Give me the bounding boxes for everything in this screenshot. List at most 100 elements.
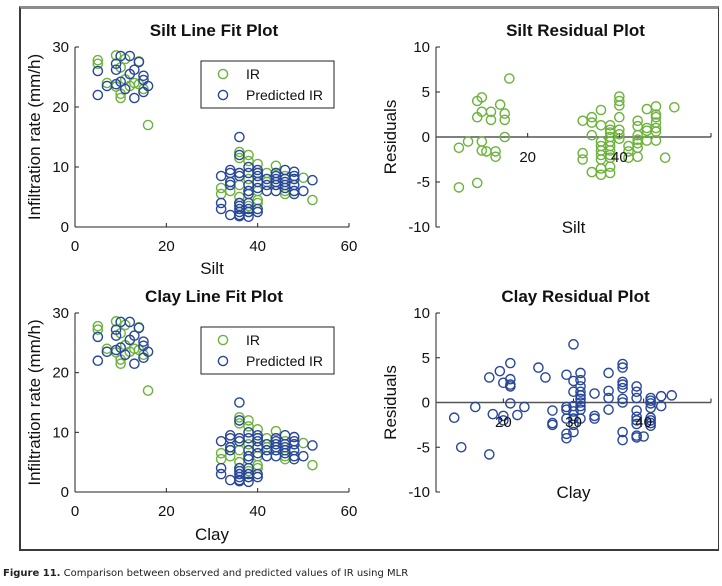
clay-residual-point-residuals bbox=[617, 379, 628, 390]
silt-line-fit-point-predicted-ir bbox=[224, 164, 236, 176]
silt-residual-point-residuals bbox=[476, 92, 488, 103]
clay-residual-point-residuals bbox=[568, 406, 579, 417]
clay-line-fit-point-predicted-ir bbox=[110, 324, 122, 336]
silt-residual-point-residuals bbox=[499, 114, 511, 126]
clay-line-fit-point-predicted-ir bbox=[234, 435, 245, 447]
clay-residual-point-residuals bbox=[575, 386, 586, 398]
clay-line-fit-y-tick-label: 10 bbox=[52, 424, 69, 441]
clay-line-fit-point-predicted-ir bbox=[288, 453, 300, 465]
silt-residual-point-residuals bbox=[499, 108, 511, 119]
clay-residual-point-residuals bbox=[638, 431, 649, 442]
silt-line-fit-y-label: Infiltration rate (mm/h) bbox=[25, 54, 44, 220]
silt-line-fit-point-predicted-ir bbox=[288, 188, 300, 200]
silt-residual-point-residuals bbox=[614, 133, 625, 145]
clay-residual-y-tick-label: -10 bbox=[408, 484, 430, 501]
silt-line-fit-point-ir bbox=[234, 146, 245, 158]
clay-line-fit-x-tick-label: 60 bbox=[341, 503, 358, 520]
clay-residual-point-residuals bbox=[617, 426, 628, 438]
silt-line-fit-point-predicted-ir bbox=[129, 92, 140, 104]
silt-line-fit-point-ir bbox=[298, 172, 309, 184]
silt-residual-x-tick-label: 40 bbox=[611, 149, 628, 166]
silt-residual-point-residuals bbox=[659, 152, 671, 163]
clay-line-fit-point-predicted-ir bbox=[133, 322, 145, 334]
silt-line-fit-x-label: Silt bbox=[200, 259, 224, 278]
clay-residual-point-residuals bbox=[631, 381, 642, 392]
clay-residual-point-residuals bbox=[484, 449, 495, 460]
silt-line-fit-point-predicted-ir bbox=[133, 56, 145, 68]
clay-line-fit-point-ir bbox=[92, 320, 104, 332]
clay-line-fit-point-predicted-ir bbox=[252, 430, 263, 441]
clay-residual-point-residuals bbox=[505, 398, 516, 409]
silt-residual-point-residuals bbox=[641, 103, 653, 115]
silt-residual-y-tick-label: -10 bbox=[408, 219, 430, 236]
clay-residual-y-tick-label: -5 bbox=[417, 439, 430, 456]
clay-line-fit-point-predicted-ir bbox=[252, 468, 263, 480]
silt-residual-point-residuals bbox=[476, 145, 488, 156]
clay-residual-point-residuals bbox=[655, 390, 667, 402]
silt-line-fit-point-predicted-ir bbox=[224, 176, 236, 188]
clay-line-fit-point-ir bbox=[243, 438, 254, 450]
silt-line-fit-point-ir bbox=[243, 155, 254, 167]
clay-line-fit-point-predicted-ir bbox=[279, 430, 291, 441]
clay-residual-y-tick-label: 10 bbox=[413, 305, 430, 322]
clay-line-fit-point-ir bbox=[92, 324, 104, 336]
clay-line-fit-title: Clay Line Fit Plot bbox=[145, 287, 283, 306]
clay-residual-point-residuals bbox=[645, 398, 656, 409]
clay-residual-point-residuals bbox=[603, 367, 614, 379]
clay-line-fit-point-predicted-ir bbox=[110, 344, 122, 356]
clay-residual-x-label: Clay bbox=[556, 483, 591, 502]
silt-residual-point-residuals bbox=[595, 120, 607, 131]
clay-residual-point-residuals bbox=[575, 393, 586, 405]
clay-line-fit-point-predicted-ir bbox=[215, 435, 227, 447]
clay-line-fit-point-predicted-ir bbox=[110, 330, 122, 341]
silt-residual-point-residuals bbox=[632, 129, 643, 141]
clay-residual-point-residuals bbox=[519, 401, 530, 413]
silt-line-fit-x-tick-label: 0 bbox=[71, 238, 79, 255]
clay-residual-point-residuals bbox=[568, 339, 579, 350]
clay-residual-point-residuals bbox=[547, 419, 558, 431]
clay-line-fit-point-predicted-ir bbox=[279, 441, 291, 453]
silt-line-fit-x-tick-label: 20 bbox=[158, 238, 175, 255]
silt-residual-point-residuals bbox=[650, 122, 662, 134]
silt-residual-point-residuals bbox=[604, 120, 616, 131]
clay-residual-y-tick-label: 5 bbox=[422, 350, 430, 367]
silt-line-fit-point-predicted-ir bbox=[298, 185, 309, 197]
clay-line-fit-point-predicted-ir bbox=[92, 331, 104, 343]
clay-line-fit-point-predicted-ir bbox=[92, 355, 104, 367]
clay-residual-point-residuals bbox=[603, 404, 614, 415]
silt-residual-point-residuals bbox=[476, 136, 488, 147]
silt-line-fit-point-predicted-ir bbox=[307, 174, 318, 186]
clay-line-fit-point-ir bbox=[243, 421, 254, 432]
clay-line-fit-point-predicted-ir bbox=[243, 476, 254, 488]
silt-line-fit-legend-label-0: IR bbox=[246, 66, 260, 82]
silt-line-fit-y-tick-label: 20 bbox=[52, 99, 69, 116]
silt-line-fit-point-ir bbox=[92, 54, 104, 66]
clay-residual-point-residuals bbox=[617, 382, 628, 394]
silt-residual-point-residuals bbox=[453, 142, 465, 154]
silt-residual-point-residuals bbox=[490, 146, 501, 157]
clay-line-fit-point-predicted-ir bbox=[288, 438, 300, 450]
caption-label: Figure 11. bbox=[3, 568, 61, 579]
clay-residual-point-residuals bbox=[617, 434, 628, 446]
clay-residual-point-residuals bbox=[505, 373, 516, 385]
clay-residual-point-residuals bbox=[498, 415, 509, 426]
clay-line-fit-point-ir bbox=[234, 412, 245, 423]
clay-line-fit-point-predicted-ir bbox=[234, 415, 245, 426]
silt-line-fit-point-ir bbox=[92, 58, 104, 70]
clay-line-fit-point-ir bbox=[307, 459, 318, 471]
silt-residual-point-residuals bbox=[586, 117, 598, 128]
silt-residual-point-residuals bbox=[604, 167, 616, 179]
clay-residual-point-residuals bbox=[631, 415, 642, 426]
silt-residual-x-tick-label: 20 bbox=[519, 149, 536, 166]
clay-line-fit-point-ir bbox=[234, 444, 245, 456]
silt-residual-y-tick-label: 0 bbox=[422, 129, 430, 146]
clay-residual-x-tick-label: 20 bbox=[495, 414, 512, 431]
clay-residual-x-tick-label: 30 bbox=[565, 414, 582, 431]
clay-line-fit-point-predicted-ir bbox=[252, 441, 263, 453]
clay-line-fit-x-tick-label: 40 bbox=[249, 503, 266, 520]
silt-residual-point-residuals bbox=[632, 151, 643, 163]
silt-line-fit-point-ir bbox=[129, 77, 140, 89]
clay-residual-point-residuals bbox=[448, 412, 460, 424]
silt-line-fit-point-predicted-ir bbox=[110, 78, 122, 90]
